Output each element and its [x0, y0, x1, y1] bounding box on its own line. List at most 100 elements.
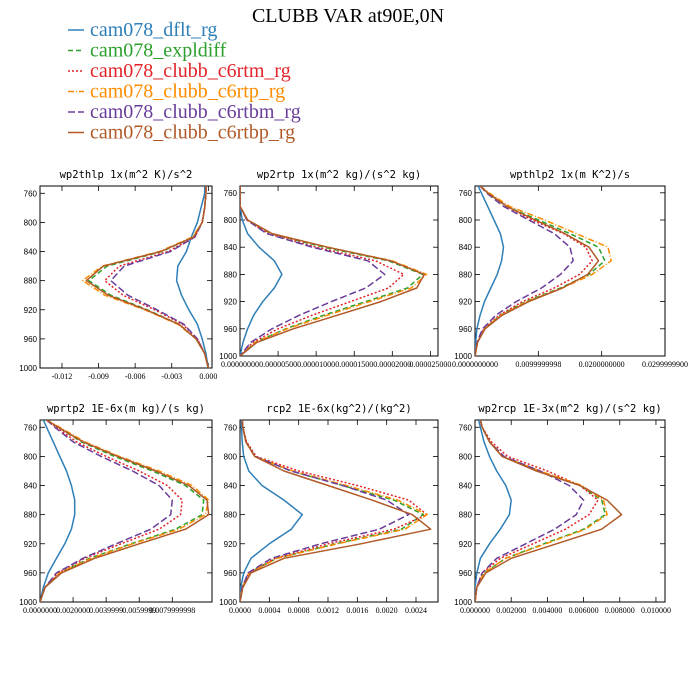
y-tick-label: 760	[224, 423, 238, 432]
series-line-cam078_clubb_c6rtp_rg	[81, 186, 210, 368]
panel-3: wpthlp2 1x(m K^2)/s 760 800 840 880 920 960 100…	[452, 169, 688, 369]
series-line-cam078_expldiff	[240, 420, 425, 602]
legend-entry: cam078_expldiff	[68, 40, 227, 62]
y-tick-label: 960	[224, 569, 238, 578]
series-line-cam078_dflt_rg	[475, 186, 505, 356]
y-tick-label: 960	[24, 569, 38, 578]
x-tick-label: 0.00000500	[259, 360, 297, 369]
y-tick-label: 920	[224, 540, 238, 549]
x-tick-label: 0.0059999	[122, 606, 156, 615]
y-tick-label: 920	[24, 306, 38, 315]
series-line-cam078_dflt_rg	[475, 420, 512, 602]
legend-entry: cam078_dflt_rg	[68, 19, 217, 41]
figure-title: CLUBB VAR at90E,0N	[252, 5, 444, 27]
x-tick-label: 0.0004	[258, 606, 280, 615]
series-line-cam078_clubb_c6rtbm_rg	[240, 420, 410, 602]
y-tick-label: 880	[224, 270, 238, 279]
series-line-cam078_clubb_c6rtm_rg	[475, 420, 599, 602]
series-line-cam078_clubb_c6rtm_rg	[240, 186, 405, 356]
panel-5: rcp2 1E-6x(kg^2)/(kg^2) 760 800 840 880 920 96…	[219, 403, 439, 615]
legend-label: cam078_clubb_c6rtbp_rg	[90, 122, 295, 144]
x-tick-label: 0.0020000	[56, 606, 90, 615]
legend-entry: cam078_clubb_c6rtm_rg	[68, 60, 291, 82]
legend-label: cam078_clubb_c6rtp_rg	[90, 81, 285, 103]
panel-4: wprtp2 1E-6x(m kg)/(s kg) 760 800 840 880 920…	[19, 403, 213, 615]
series-line-cam078_dflt_rg	[175, 186, 210, 368]
legend-entry: cam078_clubb_c6rtbp_rg	[68, 122, 295, 144]
x-tick-label: 0.006000	[569, 606, 599, 615]
y-tick-label: 800	[224, 452, 238, 461]
y-tick-label: 760	[459, 423, 473, 432]
y-tick-label: 880	[24, 511, 38, 520]
series-line-cam078_clubb_c6rtbp_rg	[475, 186, 600, 356]
y-tick-label: 960	[459, 325, 473, 334]
panel-title: wp2rcp 1E-3x(m^2 kg)/(s^2 kg)	[478, 403, 661, 415]
x-tick-label: 0.0200000000	[579, 360, 625, 369]
y-tick-label: 920	[459, 298, 473, 307]
y-tick-label: 1000	[454, 352, 472, 361]
x-tick-label: -0.012	[52, 372, 73, 381]
series-line-cam078_expldiff	[88, 186, 210, 368]
plot-frame	[474, 419, 666, 603]
x-tick-label: 0.000000	[460, 606, 490, 615]
panel-6: wp2rcp 1E-3x(m^2 kg)/(s^2 kg) 760 800 840 88…	[454, 403, 671, 615]
x-tick-label: 0.0000000000	[452, 360, 498, 369]
x-tick-label: 0.010000	[641, 606, 671, 615]
plot-frame	[39, 419, 213, 603]
y-tick-label: 840	[224, 243, 238, 252]
x-tick-label: 0.0000	[229, 606, 251, 615]
x-tick-label: 0.00001000	[297, 360, 335, 369]
y-tick-label: 960	[224, 325, 238, 334]
series-line-cam078_clubb_c6rtm_rg	[475, 186, 593, 356]
x-tick-label: 0.00000000	[221, 360, 259, 369]
x-tick-label: 0.000	[199, 372, 217, 381]
y-tick-label: 760	[224, 189, 238, 198]
series-line-cam078_clubb_c6rtbp_rg	[475, 420, 623, 602]
y-tick-label: 840	[459, 482, 473, 491]
y-tick-label: 880	[24, 277, 38, 286]
x-tick-label: 0.0020	[376, 606, 398, 615]
x-tick-label: 0.0000000	[23, 606, 57, 615]
series-line-cam078_clubb_c6rtbp_rg	[240, 186, 426, 356]
panel-title: wprtp2 1E-6x(m kg)/(s kg)	[47, 403, 205, 415]
series-line-cam078_dflt_rg	[240, 420, 304, 602]
y-tick-label: 760	[24, 189, 38, 198]
series-line-cam078_clubb_c6rtbp_rg	[40, 420, 210, 602]
y-tick-label: 800	[24, 452, 38, 461]
plot-frame	[474, 185, 666, 357]
series-line-cam078_clubb_c6rtbm_rg	[240, 186, 386, 356]
panels: wp2thlp 1x(m^2 K)/s^2 760 800 840 880 920 960 1…	[19, 169, 688, 615]
series-line-cam078_dflt_rg	[40, 420, 76, 602]
y-tick-label: 840	[224, 482, 238, 491]
series-line-cam078_clubb_c6rtp_rg	[240, 420, 428, 602]
y-tick-label: 1000	[19, 364, 37, 373]
y-tick-label: 1000	[19, 598, 37, 607]
x-tick-label: 0.008000	[605, 606, 635, 615]
y-tick-label: 960	[24, 335, 38, 344]
plot-frame	[239, 419, 439, 603]
x-tick-label: -0.006	[125, 372, 146, 381]
x-tick-label: 0.0008	[288, 606, 310, 615]
series-line-cam078_expldiff	[40, 420, 205, 602]
panel-title: wpthlp2 1x(m K^2)/s	[510, 169, 630, 181]
y-tick-label: 1000	[219, 352, 237, 361]
series-line-cam078_clubb_c6rtbp_rg	[85, 186, 210, 368]
legend-label: cam078_dflt_rg	[90, 19, 217, 41]
y-tick-label: 760	[459, 189, 473, 198]
y-tick-label: 880	[224, 511, 238, 520]
plot-frame	[239, 185, 439, 357]
series-line-cam078_clubb_c6rtm_rg	[40, 420, 183, 602]
x-tick-label: 0.002000	[496, 606, 526, 615]
y-tick-label: 1000	[454, 598, 472, 607]
x-tick-label: 0.0024	[405, 606, 427, 615]
x-tick-label: 0.0016	[346, 606, 368, 615]
y-tick-label: 920	[224, 298, 238, 307]
x-tick-label: 0.00001500	[335, 360, 373, 369]
y-tick-label: 840	[24, 482, 38, 491]
legend-label: cam078_clubb_c6rtm_rg	[90, 60, 291, 82]
y-tick-label: 840	[24, 248, 38, 257]
panel-title: rcp2 1E-6x(kg^2)/(kg^2)	[266, 403, 411, 415]
plot-frame	[39, 185, 213, 369]
y-tick-label: 880	[459, 270, 473, 279]
